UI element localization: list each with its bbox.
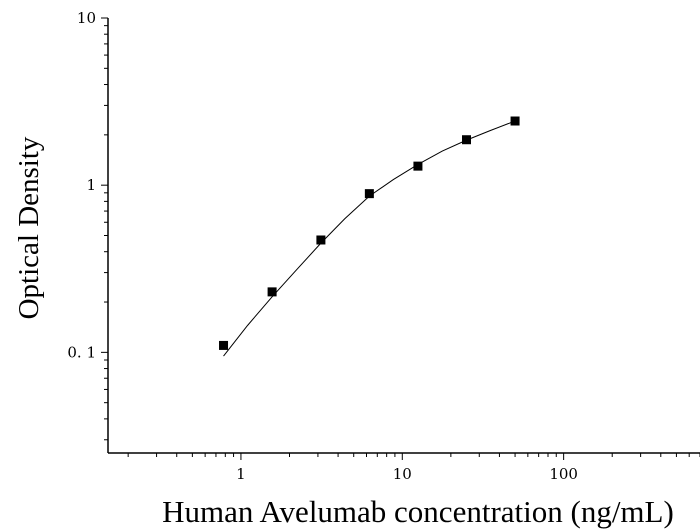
- x-ticks: 1 10 100: [127, 453, 700, 483]
- data-points: [219, 116, 520, 350]
- data-point: [462, 135, 471, 145]
- y-tick-label: 10: [77, 9, 96, 27]
- y-ticks: 0. 1 1 10: [67, 9, 108, 441]
- axes: [107, 18, 700, 454]
- x-tick-label: 10: [393, 465, 412, 483]
- data-point: [510, 116, 520, 126]
- data-point: [413, 161, 423, 171]
- data-point: [316, 235, 326, 245]
- x-axis-title: Human Avelumab concentration (ng/mL): [162, 494, 674, 529]
- x-tick-label: 1: [236, 465, 246, 483]
- y-tick-label: 1: [86, 176, 96, 194]
- data-point: [219, 340, 229, 350]
- y-axis-title: Optical Density: [13, 136, 45, 319]
- y-tick-label: 0. 1: [67, 343, 96, 361]
- fit-curve: [223, 120, 516, 357]
- x-tick-label: 100: [549, 465, 578, 483]
- data-point: [364, 189, 374, 199]
- data-point: [267, 287, 277, 297]
